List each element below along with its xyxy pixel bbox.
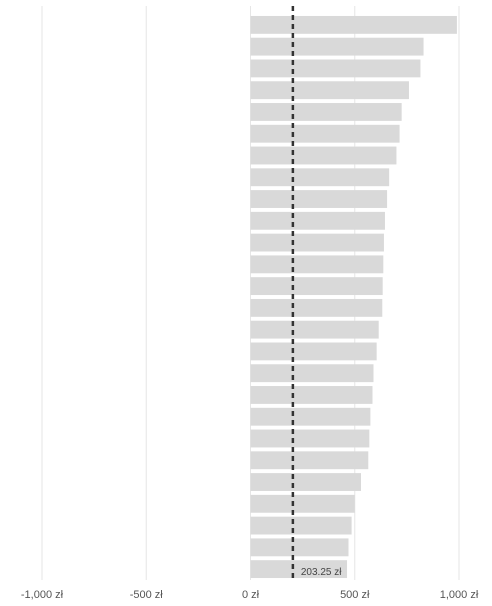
bar-14 xyxy=(250,320,379,339)
bar-18 xyxy=(250,407,371,426)
bar-10 xyxy=(250,233,384,252)
bar-8 xyxy=(250,190,388,208)
bar-17 xyxy=(250,386,373,404)
x-tick-label-0: -1,000 zł xyxy=(21,589,64,601)
x-tick-label-3: 500 zł xyxy=(340,589,370,601)
bar-11 xyxy=(250,255,384,274)
bars xyxy=(250,15,457,579)
bar-1 xyxy=(250,37,424,56)
x-tick-label-2: 0 zł xyxy=(242,589,260,601)
bar-3 xyxy=(250,81,409,100)
bar-2 xyxy=(250,59,421,78)
bar-20 xyxy=(250,451,369,470)
bar-16 xyxy=(250,364,374,383)
x-tick-label-1: -500 zł xyxy=(130,589,164,601)
bar-5 xyxy=(250,124,400,143)
bar-21 xyxy=(250,473,362,491)
bar-23 xyxy=(250,516,352,535)
bar-15 xyxy=(250,342,377,361)
bar-24 xyxy=(250,538,349,557)
bar-13 xyxy=(250,298,383,317)
bar-9 xyxy=(250,211,385,230)
bar-12 xyxy=(250,277,383,296)
bar-0 xyxy=(250,15,457,34)
x-axis-tick-labels: -1,000 zł -500 zł 0 zł 500 zł 1,000 zł xyxy=(21,589,479,601)
bar-25 xyxy=(250,560,348,579)
bar-7 xyxy=(250,168,390,187)
x-tick-label-4: 1,000 zł xyxy=(440,589,479,601)
bar-4 xyxy=(250,103,402,121)
reference-line-label: 203.25 zł xyxy=(301,567,342,578)
reference-line-group: 203.25 zł xyxy=(291,6,342,578)
bar-19 xyxy=(250,429,370,448)
bar-6 xyxy=(250,146,397,165)
bar-22 xyxy=(250,494,355,513)
